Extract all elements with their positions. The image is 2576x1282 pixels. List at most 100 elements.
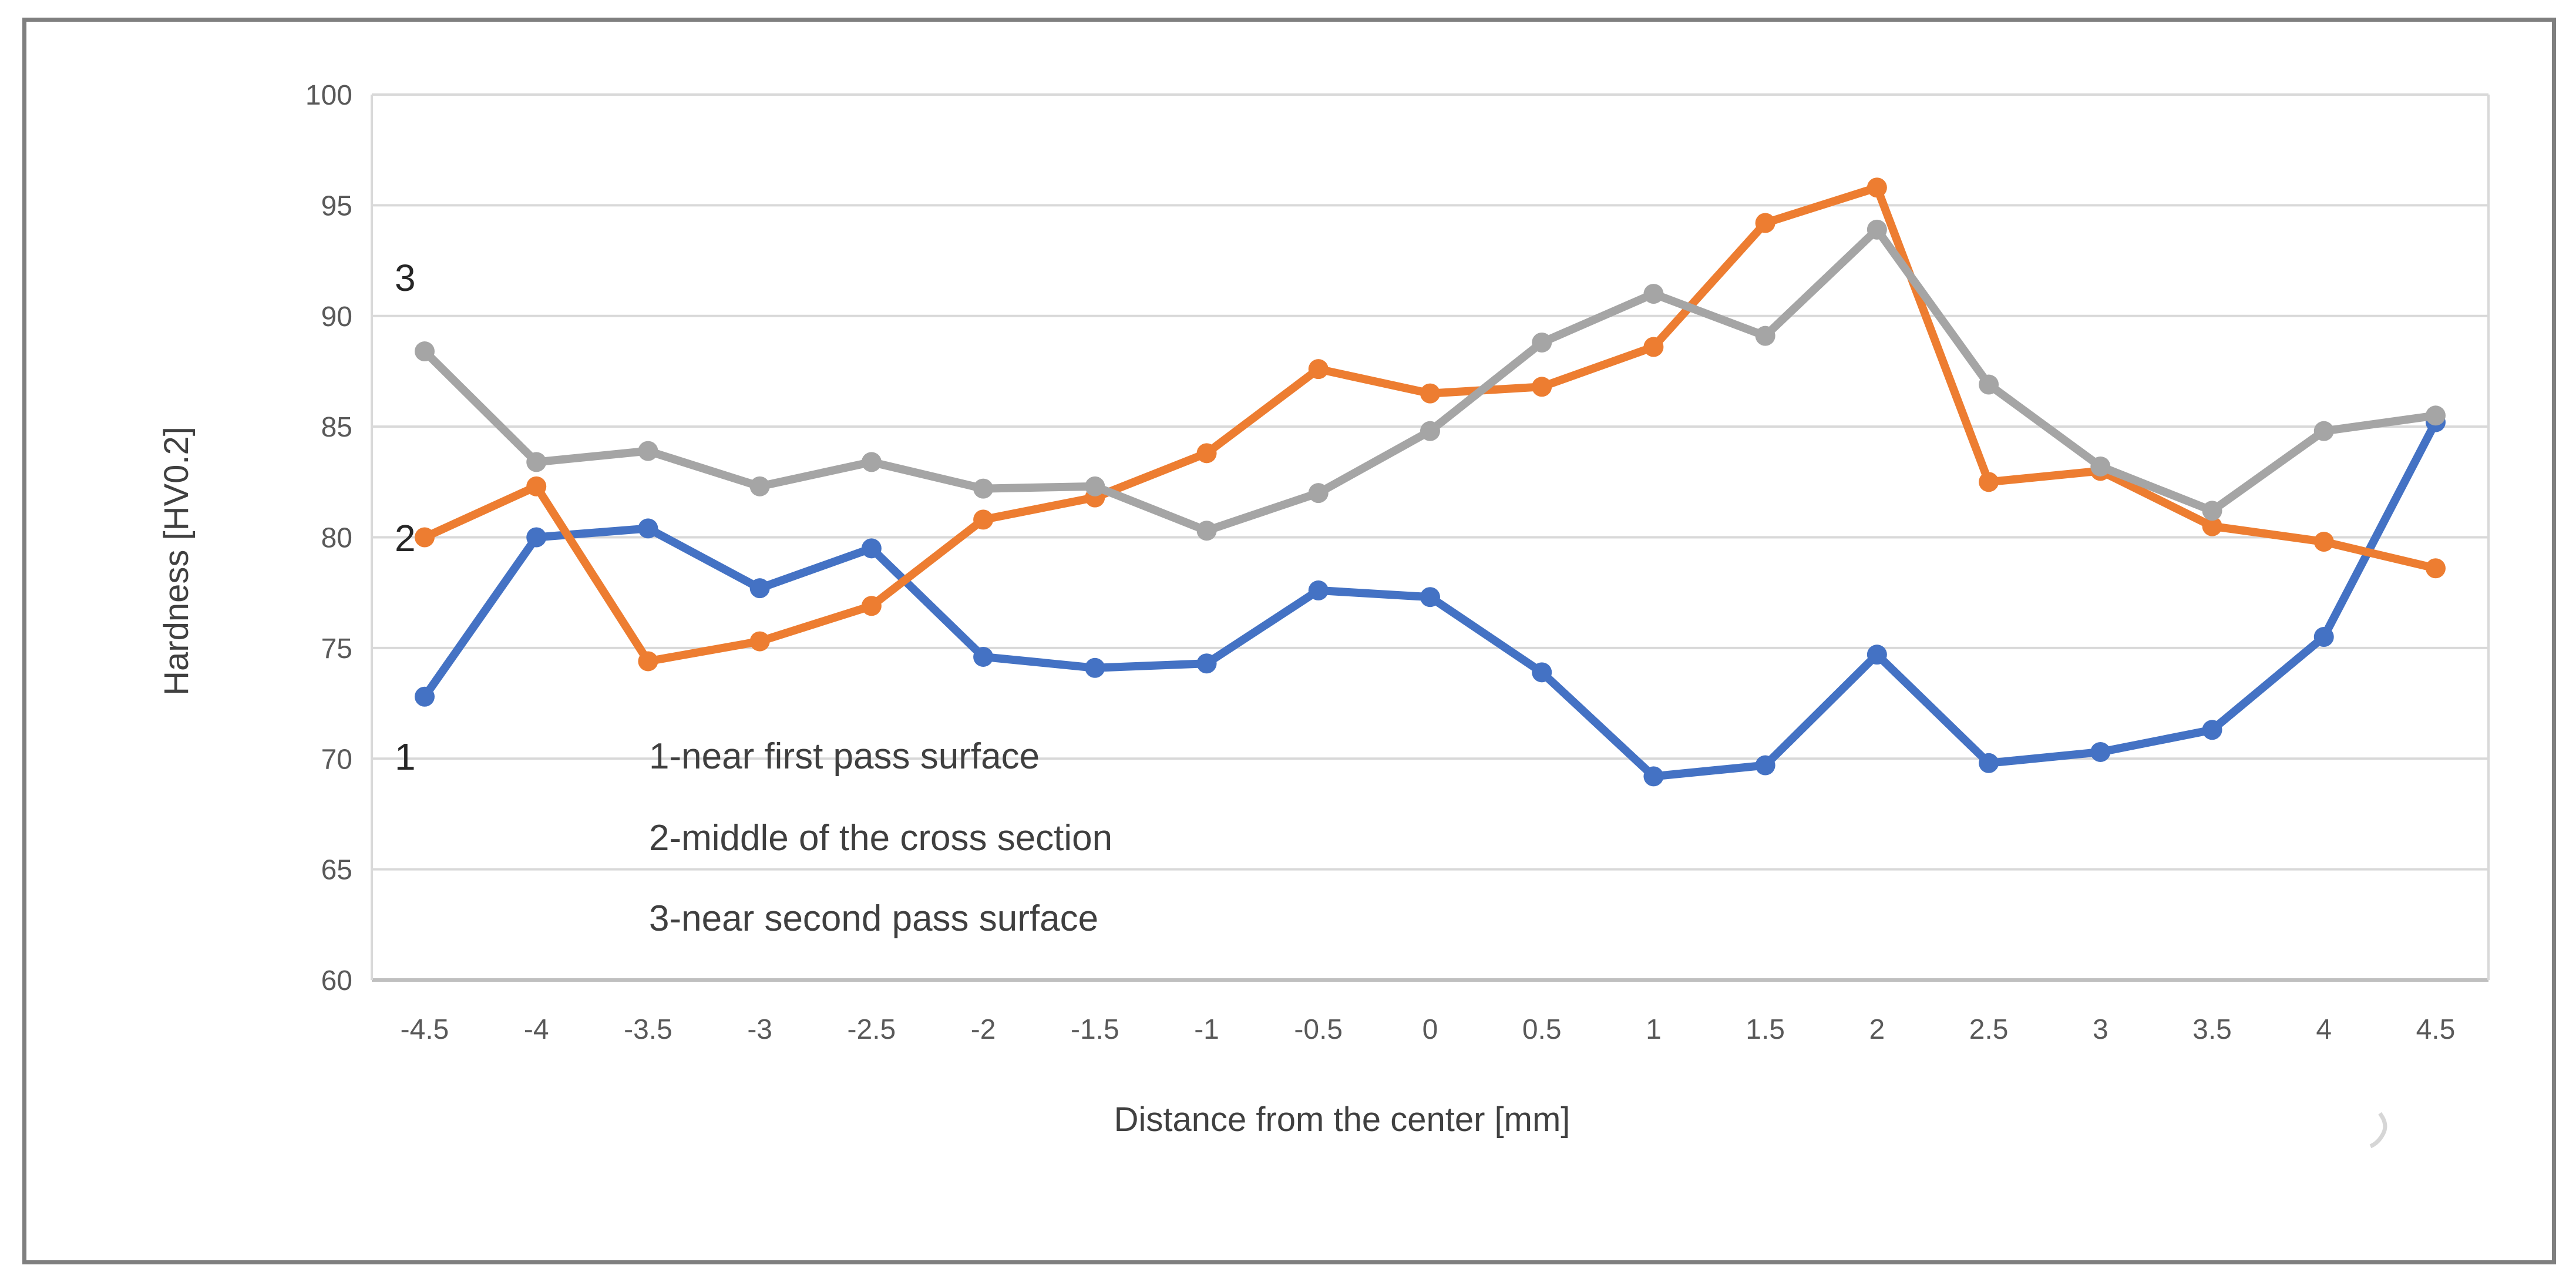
data-point-series-2	[2202, 516, 2222, 536]
data-point-series-1	[1867, 645, 1887, 665]
x-tick-label: 2.5	[1969, 1014, 2009, 1045]
y-tick-label: 100	[305, 80, 352, 111]
x-tick-label: -4.5	[401, 1014, 449, 1045]
data-point-series-2	[1643, 337, 1664, 357]
smudge-mark	[2369, 1112, 2387, 1149]
data-point-series-1	[2090, 741, 2111, 762]
data-point-series-3	[1755, 325, 1775, 346]
series-lines	[415, 177, 2446, 787]
data-point-series-3	[2313, 421, 2334, 441]
data-point-series-2	[1420, 383, 1440, 404]
data-point-series-2	[1196, 443, 1217, 464]
data-point-series-2	[1532, 377, 1552, 397]
data-point-series-3	[1979, 374, 1999, 395]
x-tick-label: -3.5	[624, 1014, 672, 1045]
data-point-series-1	[861, 538, 882, 559]
y-tick-label: 65	[321, 855, 352, 886]
x-tick-label: -3	[747, 1014, 772, 1045]
data-point-series-3	[1643, 284, 1664, 304]
series-point-label-1: 1	[395, 736, 416, 778]
data-point-series-2	[749, 631, 770, 652]
data-point-series-1	[1532, 662, 1552, 683]
x-tick-label: 4	[2316, 1014, 2332, 1045]
annotation-series-3: 3-near second pass surface	[649, 898, 1098, 939]
y-tick-label: 85	[321, 412, 352, 443]
annotation-series-2: 2-middle of the cross section	[649, 818, 1112, 858]
x-tick-label: -2	[971, 1014, 996, 1045]
plot-borders	[371, 95, 2490, 980]
data-point-series-2	[526, 476, 547, 496]
x-tick-label: 1	[1646, 1014, 1662, 1045]
data-point-series-3	[1532, 332, 1552, 353]
data-point-series-3	[1867, 219, 1887, 240]
data-point-series-2	[2313, 532, 2334, 552]
x-tick-label: 1.5	[1746, 1014, 1785, 1045]
y-tick-label: 60	[321, 965, 352, 996]
y-tick-label: 75	[321, 633, 352, 665]
series-3	[415, 219, 2446, 541]
data-point-series-1	[973, 646, 994, 667]
data-point-series-2	[973, 509, 994, 530]
x-tick-label: 2	[1869, 1014, 1885, 1045]
series-point-label-3: 3	[395, 257, 416, 299]
data-point-series-1	[1196, 653, 1217, 674]
gridlines	[372, 93, 2488, 982]
x-tick-label: -0.5	[1294, 1014, 1343, 1045]
data-point-series-3	[2202, 501, 2222, 521]
x-tick-label: -4	[524, 1014, 549, 1045]
x-tick-label: 3	[2093, 1014, 2108, 1045]
data-point-series-3	[526, 452, 547, 472]
annotation-series-1: 1-near first pass surface	[649, 736, 1040, 777]
x-axis-title: Distance from the center [mm]	[1114, 1100, 1571, 1139]
x-tick-label: 0	[1422, 1014, 1438, 1045]
data-point-series-1	[1420, 587, 1440, 608]
data-point-series-1	[1308, 580, 1329, 600]
data-point-series-3	[1085, 476, 1105, 496]
data-point-series-3	[1308, 483, 1329, 504]
data-point-series-2	[1867, 177, 1887, 198]
y-tick-label: 95	[321, 190, 352, 222]
data-point-series-3	[973, 478, 994, 499]
data-point-series-3	[638, 441, 658, 461]
data-point-series-3	[1420, 421, 1440, 441]
data-point-series-2	[1308, 359, 1329, 380]
data-point-series-3	[1196, 521, 1217, 541]
data-point-series-3	[749, 476, 770, 496]
x-tick-label: 3.5	[2192, 1014, 2232, 1045]
data-point-series-2	[861, 596, 882, 616]
data-point-series-2	[2425, 558, 2446, 579]
y-tick-label: 80	[321, 523, 352, 554]
x-tick-label: 4.5	[2416, 1014, 2456, 1045]
data-point-series-2	[1979, 472, 1999, 492]
data-point-series-2	[638, 651, 658, 672]
y-axis-title: Hardness [HV0.2]	[157, 427, 196, 696]
series-point-label-2: 2	[395, 517, 416, 559]
data-point-series-3	[415, 341, 435, 362]
data-point-series-1	[2313, 627, 2334, 647]
x-tick-label: -1.5	[1071, 1014, 1119, 1045]
data-point-series-3	[861, 452, 882, 472]
data-point-series-1	[749, 578, 770, 599]
data-point-series-1	[1755, 755, 1775, 776]
x-tick-label: -1	[1194, 1014, 1219, 1045]
data-point-series-1	[638, 518, 658, 539]
series-1	[415, 412, 2446, 787]
x-tick-label: -2.5	[848, 1014, 896, 1045]
y-tick-label: 90	[321, 301, 352, 333]
x-tick-labels: -4.5 -4 -3.5 -3 -2.5 -2 -1.5 -1 -0.5 0 0.5 1 1.5 2 2.5…	[401, 1014, 2456, 1045]
x-tick-label: 0.5	[1522, 1014, 1562, 1045]
y-tick-labels: 100 95 90 85 80 75 70 65 60	[305, 80, 352, 996]
data-point-series-1	[415, 686, 435, 707]
data-point-series-3	[2425, 405, 2446, 426]
data-point-series-3	[2090, 456, 2111, 476]
y-tick-label: 70	[321, 744, 352, 775]
data-point-series-2	[1755, 213, 1775, 233]
screenshot-border-frame	[22, 18, 2556, 1264]
data-point-series-1	[1979, 753, 1999, 773]
data-point-series-1	[1643, 766, 1664, 787]
data-point-series-1	[2202, 720, 2222, 740]
data-point-series-1	[1085, 657, 1105, 678]
data-point-series-1	[526, 527, 547, 548]
data-point-series-2	[415, 527, 435, 548]
